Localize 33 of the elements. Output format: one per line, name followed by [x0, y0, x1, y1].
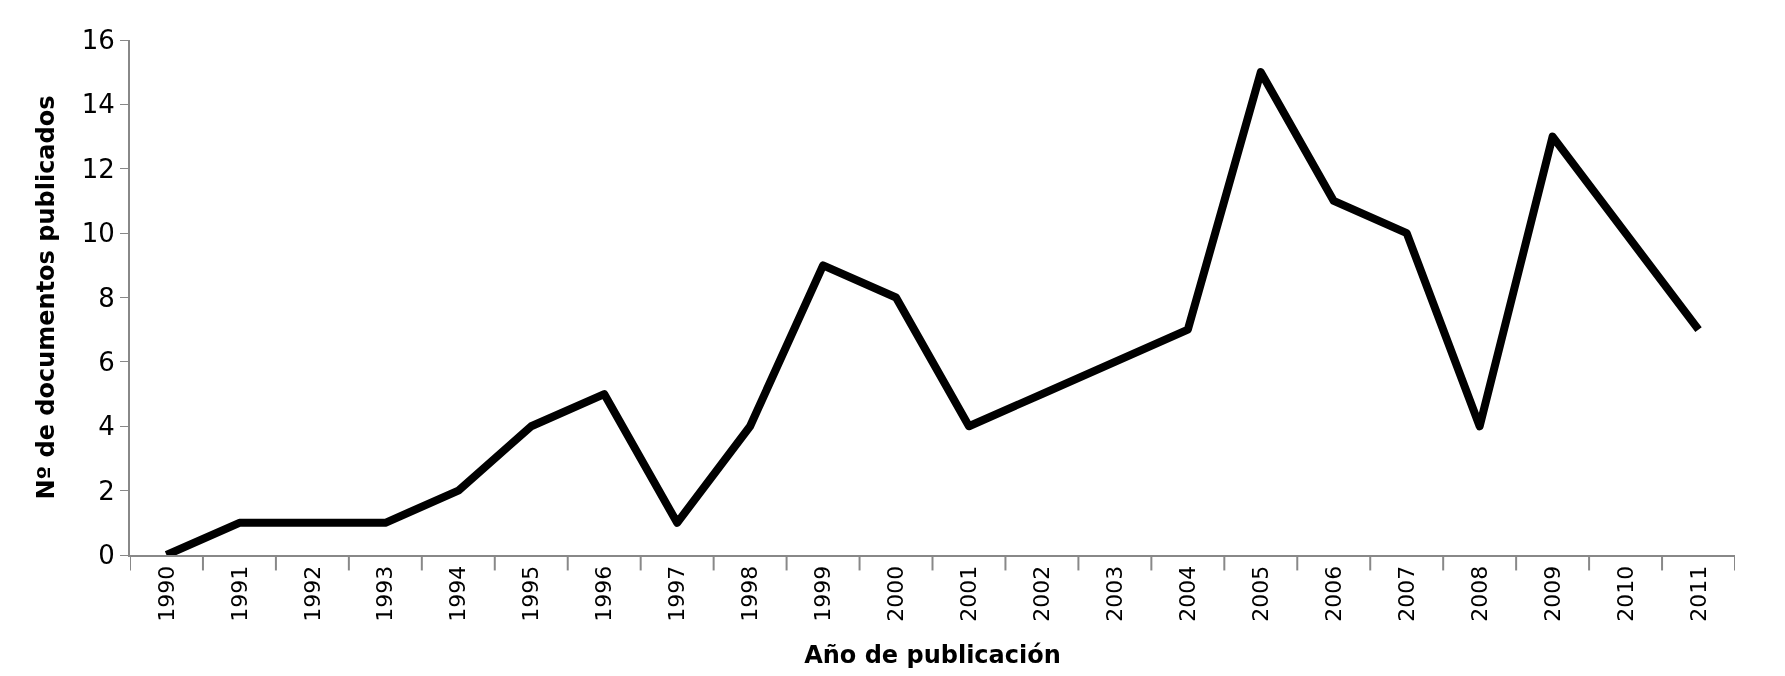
- x-axis-title: Año de publicación: [804, 640, 1061, 669]
- y-tick-label: 6: [98, 346, 115, 377]
- x-tick-label: 2005: [1247, 565, 1273, 622]
- x-tick-label: 1990: [153, 565, 179, 622]
- y-tick-label: 8: [98, 282, 115, 313]
- x-tick-label: 2004: [1174, 565, 1200, 622]
- x-tick-label: 2003: [1102, 565, 1128, 622]
- y-tick-label: 10: [81, 218, 115, 249]
- x-tick-label: 1994: [445, 565, 471, 622]
- x-tick-label: 2009: [1539, 565, 1565, 622]
- y-tick-label: 2: [98, 475, 115, 506]
- x-tick-label: 1997: [664, 565, 690, 622]
- y-tick-label: 4: [98, 411, 115, 442]
- x-tick-label: 2000: [883, 565, 909, 622]
- x-tick-label: 1991: [226, 565, 252, 622]
- x-tick-label: 2010: [1612, 565, 1638, 622]
- x-tick-label: 1995: [518, 565, 544, 622]
- x-tick-label: 1993: [372, 565, 398, 622]
- x-tick-label: 1992: [299, 565, 325, 622]
- x-tick-label: 2001: [956, 565, 982, 622]
- y-axis-title: Nº de documentos publicados: [32, 95, 61, 500]
- x-tick-label: 2006: [1320, 565, 1346, 622]
- x-tick-label: 2011: [1685, 565, 1711, 622]
- x-tick-label: 2007: [1393, 565, 1419, 622]
- y-tick-label: 0: [98, 540, 115, 571]
- x-tick-label: 1999: [810, 565, 836, 622]
- y-tick-label: 14: [81, 89, 115, 120]
- x-tick-label: 2008: [1466, 565, 1492, 622]
- y-tick-label: 12: [81, 153, 115, 184]
- x-tick-label: 1998: [737, 565, 763, 622]
- x-tick-label: 2002: [1029, 565, 1055, 622]
- x-tick-label: 1996: [591, 565, 617, 622]
- y-tick-label: 16: [81, 25, 115, 56]
